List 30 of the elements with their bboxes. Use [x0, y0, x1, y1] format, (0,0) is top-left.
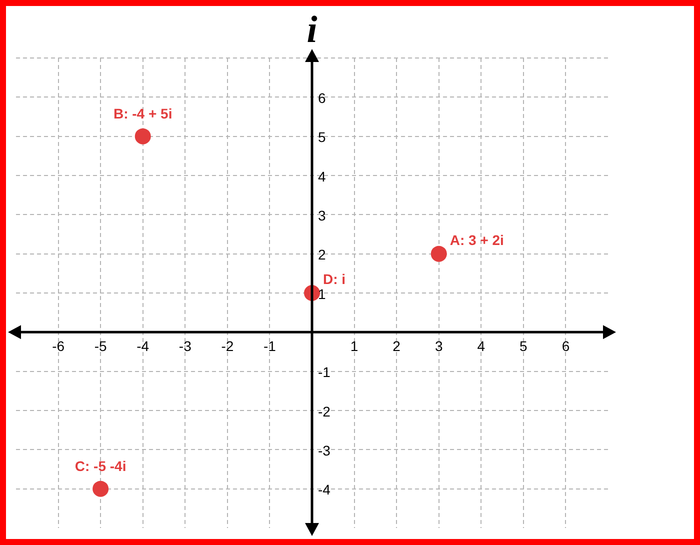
point: [134, 128, 151, 144]
y-tick-label: -3: [318, 442, 331, 459]
y-tick-label: 1: [318, 286, 326, 302]
y-tick-label: -4: [318, 482, 331, 498]
x-tick-label: 1: [350, 338, 358, 354]
x-tick-label: 2: [392, 338, 401, 354]
y-tick-label: 6: [318, 90, 326, 106]
x-tick-label: 5: [520, 338, 528, 354]
x-tick-label: 4: [477, 338, 486, 354]
annotation: C: -5 -4i: [74, 458, 126, 474]
y-tick-label: -1: [318, 364, 331, 380]
x-tick-label: -3: [178, 338, 192, 354]
point: [92, 480, 109, 497]
y-tick-label: -2: [318, 403, 331, 420]
y-tick-label: 3: [318, 208, 326, 224]
annotation: A: 3 + 2i: [450, 232, 504, 248]
y-tick-label: 5: [318, 129, 326, 146]
point: [430, 246, 447, 262]
annotation: D: i: [323, 271, 346, 287]
x-tick-label: -1: [263, 338, 276, 354]
y-tick-label: 2: [318, 246, 326, 263]
x-tick-label: -4: [136, 338, 150, 354]
x-tick-label: 3: [434, 338, 443, 354]
y-axis-title: i: [306, 9, 318, 51]
y-tick-label: 4: [318, 168, 326, 184]
annotation: B: -4 + 5i: [113, 105, 172, 122]
x-tick-label: -5: [94, 338, 108, 354]
x-tick-label: 6: [562, 338, 570, 354]
x-tick-label: -6: [52, 338, 65, 354]
x-tick-label: -2: [221, 338, 234, 354]
